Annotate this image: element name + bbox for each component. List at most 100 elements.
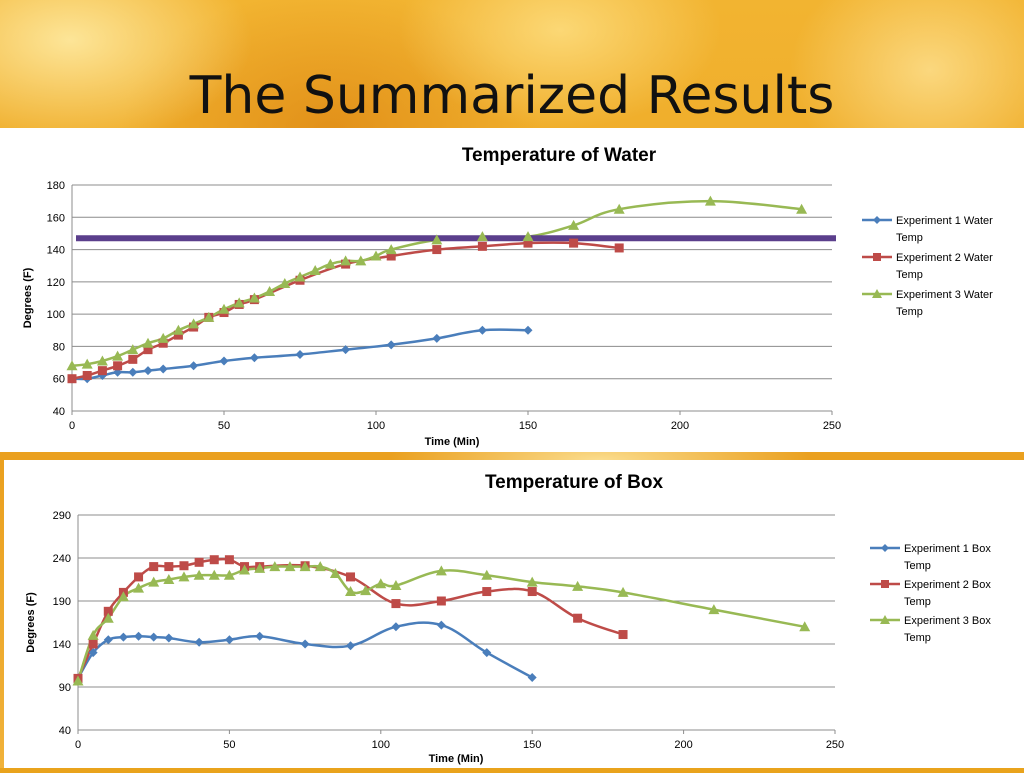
- water-legend-label-1: Experiment 1 Water Temp: [896, 215, 993, 244]
- box-x-tick-label: 50: [223, 739, 235, 751]
- water-y-tick-label: 100: [47, 309, 65, 321]
- water-series-3-point: [279, 277, 291, 288]
- box-series-2-point: [209, 555, 219, 565]
- water-series-3-point: [233, 297, 245, 308]
- box-series-3-point: [254, 562, 266, 573]
- box-series-3-point: [193, 569, 205, 580]
- water-series-3-point: [355, 255, 367, 266]
- water-series-1-point: [432, 333, 442, 343]
- water-series-2-point: [569, 238, 579, 248]
- box-series-1-point: [118, 632, 128, 642]
- box-series-3-point: [799, 621, 811, 632]
- water-series-3-point: [142, 337, 154, 348]
- box-series-3-point: [72, 675, 84, 686]
- box-x-tick-label: 250: [826, 739, 844, 751]
- box-y-tick-label: 140: [53, 639, 71, 651]
- water-y-tick-label: 160: [47, 212, 65, 224]
- water-series-3-point: [188, 318, 200, 329]
- water-x-tick-label: 50: [218, 420, 230, 432]
- box-series-3-point: [435, 565, 447, 576]
- water-series-3-point: [324, 258, 336, 269]
- water-series-1-point: [143, 366, 153, 376]
- water-series-3-point: [248, 292, 260, 303]
- box-series-1-point: [482, 648, 492, 658]
- box-series-2-point: [482, 587, 492, 597]
- box-legend-marker-2: [881, 580, 889, 588]
- water-chart-title: Temperature of Water: [462, 145, 657, 166]
- box-series-3-point: [526, 576, 538, 587]
- box-series-3-point: [163, 574, 175, 584]
- box-x-tick-label: 150: [523, 739, 541, 751]
- water-series-3-point: [340, 255, 352, 266]
- water-series-3-point: [476, 231, 488, 242]
- water-series-3-point: [218, 303, 230, 314]
- water-series-1-point: [477, 325, 487, 335]
- box-series-3-point: [390, 580, 402, 591]
- box-legend-label-1: Experiment 1 Box Temp: [904, 543, 991, 572]
- box-legend-label-3: Experiment 3 Box Temp: [904, 615, 991, 644]
- box-series-2-point: [103, 606, 113, 616]
- water-series-3-point: [294, 271, 306, 282]
- box-series-1-point: [103, 635, 113, 645]
- box-series-1-point: [88, 648, 98, 658]
- box-temperature-chart: Temperature of Box 40 90 140 190 240 290 0 50 100…: [25, 472, 991, 765]
- box-chart-title: Temperature of Box: [485, 472, 664, 493]
- box-series-3-point: [223, 569, 235, 580]
- box-legend-label-2: Experiment 2 Box Temp: [904, 579, 991, 608]
- box-y-tick-label: 190: [53, 596, 71, 608]
- box-series-3-point: [329, 567, 341, 578]
- box-series-2-point: [164, 562, 174, 572]
- slide-title: The Summarized Results: [189, 66, 835, 126]
- water-legend-marker-1: [873, 216, 881, 224]
- box-series-3-point: [617, 586, 629, 597]
- box-series-2-point: [436, 596, 446, 606]
- water-series-3-point: [264, 286, 276, 297]
- water-series-2-point: [128, 354, 138, 364]
- water-series-3-point: [81, 358, 93, 369]
- water-series-2-point: [386, 251, 396, 261]
- box-series-3-point: [117, 591, 129, 602]
- water-legend-label-2: Experiment 2 Water Temp: [896, 252, 993, 281]
- water-series-3-point: [172, 324, 184, 335]
- water-x-tick-label: 100: [367, 420, 385, 432]
- water-series-2-point: [143, 345, 153, 355]
- box-series-2-point: [134, 572, 144, 582]
- box-series-2-point: [88, 639, 98, 649]
- box-y-tick-label: 240: [53, 553, 71, 565]
- water-temperature-chart: Temperature of Water 40 60 80 100 120 140 160 18…: [22, 145, 993, 448]
- box-series-3-point: [269, 561, 281, 572]
- water-series-3-point: [66, 360, 78, 371]
- box-series-3-point: [345, 586, 357, 597]
- box-series-3-point: [208, 569, 220, 580]
- box-series-3-point: [239, 564, 251, 575]
- box-series-1-point: [194, 637, 204, 647]
- water-series-3-point: [203, 311, 215, 322]
- water-series-2-point: [113, 361, 123, 371]
- box-series-1-line: [76, 621, 533, 680]
- water-series-3-point: [96, 355, 108, 366]
- box-series-3-point: [178, 571, 190, 582]
- box-legend-marker-3: [880, 615, 890, 624]
- box-series-3-point: [572, 580, 584, 591]
- water-legend-marker-2: [873, 253, 881, 261]
- water-y-axis-label: Degrees (F): [22, 267, 34, 328]
- box-series-2-point: [224, 555, 234, 565]
- box-legend-marker-1: [881, 544, 889, 552]
- box-series-1-point: [149, 632, 159, 642]
- water-series-2-point: [523, 238, 533, 248]
- box-series-2-point: [346, 572, 356, 582]
- water-y-tick-label: 120: [47, 277, 65, 289]
- box-series-1-point: [164, 633, 174, 643]
- water-chart-panel: Temperature of Water 40 60 80 100 120 140 160 18…: [0, 128, 1024, 452]
- water-series-1-point: [341, 345, 351, 355]
- water-series-3-point: [431, 234, 443, 245]
- box-series-1-point: [255, 631, 265, 641]
- box-series-3-point: [314, 561, 326, 572]
- box-series-3-point: [360, 585, 372, 596]
- water-series-1-point: [219, 356, 229, 366]
- water-series-2-point: [82, 370, 92, 380]
- water-series-2-point: [97, 366, 107, 376]
- water-x-tick-label: 250: [823, 420, 841, 432]
- water-series-2-point: [614, 243, 624, 253]
- water-legend-label-3: Experiment 3 Water Temp: [896, 289, 993, 318]
